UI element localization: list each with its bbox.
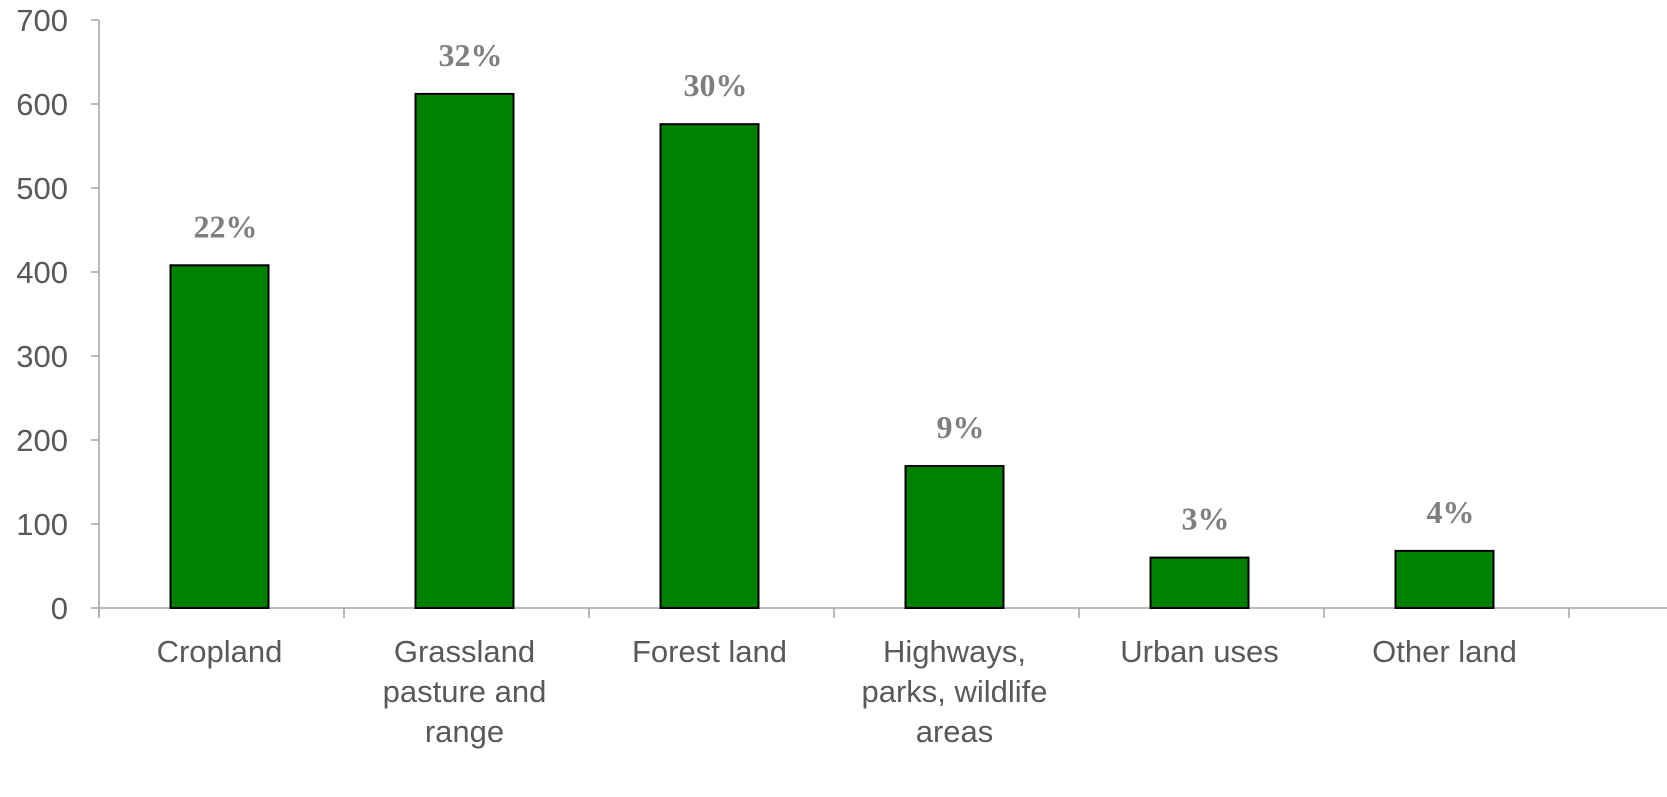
bars bbox=[169, 92, 1495, 610]
category-label-line: pasture and bbox=[383, 674, 547, 709]
y-tick-label: 200 bbox=[16, 423, 68, 458]
category-label-line: parks, wildlife bbox=[861, 674, 1047, 709]
category-label: Cropland bbox=[157, 634, 283, 669]
x-axis bbox=[98, 607, 1667, 618]
category-label: Urban uses bbox=[1120, 634, 1279, 669]
data-label: 3% bbox=[1182, 501, 1230, 537]
category-label-line: Urban uses bbox=[1120, 634, 1279, 669]
data-label: 22% bbox=[194, 208, 258, 244]
bar bbox=[904, 465, 1005, 610]
bar bbox=[1394, 549, 1495, 610]
category-label-line: Cropland bbox=[157, 634, 283, 669]
bar bbox=[1149, 556, 1250, 609]
category-label-line: Forest land bbox=[632, 634, 787, 669]
data-label: 9% bbox=[937, 409, 985, 445]
y-tick-label: 0 bbox=[51, 591, 68, 626]
category-label-line: areas bbox=[916, 714, 994, 749]
y-tick-label: 400 bbox=[16, 255, 68, 290]
category-label-line: Grassland bbox=[394, 634, 535, 669]
category-label: Forest land bbox=[632, 634, 787, 669]
data-label: 4% bbox=[1427, 494, 1475, 530]
category-label-line: range bbox=[425, 714, 504, 749]
category-label: Other land bbox=[1372, 634, 1517, 669]
category-label: Grassland pasture and range bbox=[383, 634, 547, 749]
data-label: 30% bbox=[684, 67, 748, 103]
y-axis: 0 100 200 300 400 500 600 700 bbox=[16, 3, 100, 626]
category-label-line: Highways, bbox=[883, 634, 1026, 669]
y-tick-label: 600 bbox=[16, 87, 68, 122]
y-tick-label: 100 bbox=[16, 507, 68, 542]
category-labels: Cropland Grassland pasture and range Forest … bbox=[157, 634, 1517, 749]
data-label: 32% bbox=[439, 37, 503, 73]
bar bbox=[414, 92, 515, 610]
category-label-line: Other land bbox=[1372, 634, 1517, 669]
bar bbox=[169, 264, 270, 609]
bar bbox=[659, 123, 760, 609]
category-label: Highways, parks, wildlife areas bbox=[861, 634, 1047, 749]
y-tick-label: 500 bbox=[16, 171, 68, 206]
y-tick-label: 300 bbox=[16, 339, 68, 374]
y-tick-label: 700 bbox=[16, 3, 68, 38]
data-labels: 22% 32% 30% 9% 3% 4% bbox=[194, 37, 1475, 537]
